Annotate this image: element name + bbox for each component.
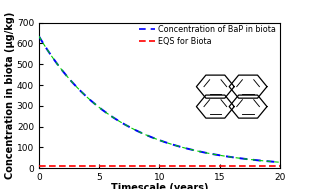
Y-axis label: Concentration in biota (μg/kg): Concentration in biota (μg/kg) [5,12,15,179]
X-axis label: Timescale (years): Timescale (years) [111,184,208,189]
Legend: Concentration of BaP in biota, EQS for Biota: Concentration of BaP in biota, EQS for B… [139,25,276,46]
